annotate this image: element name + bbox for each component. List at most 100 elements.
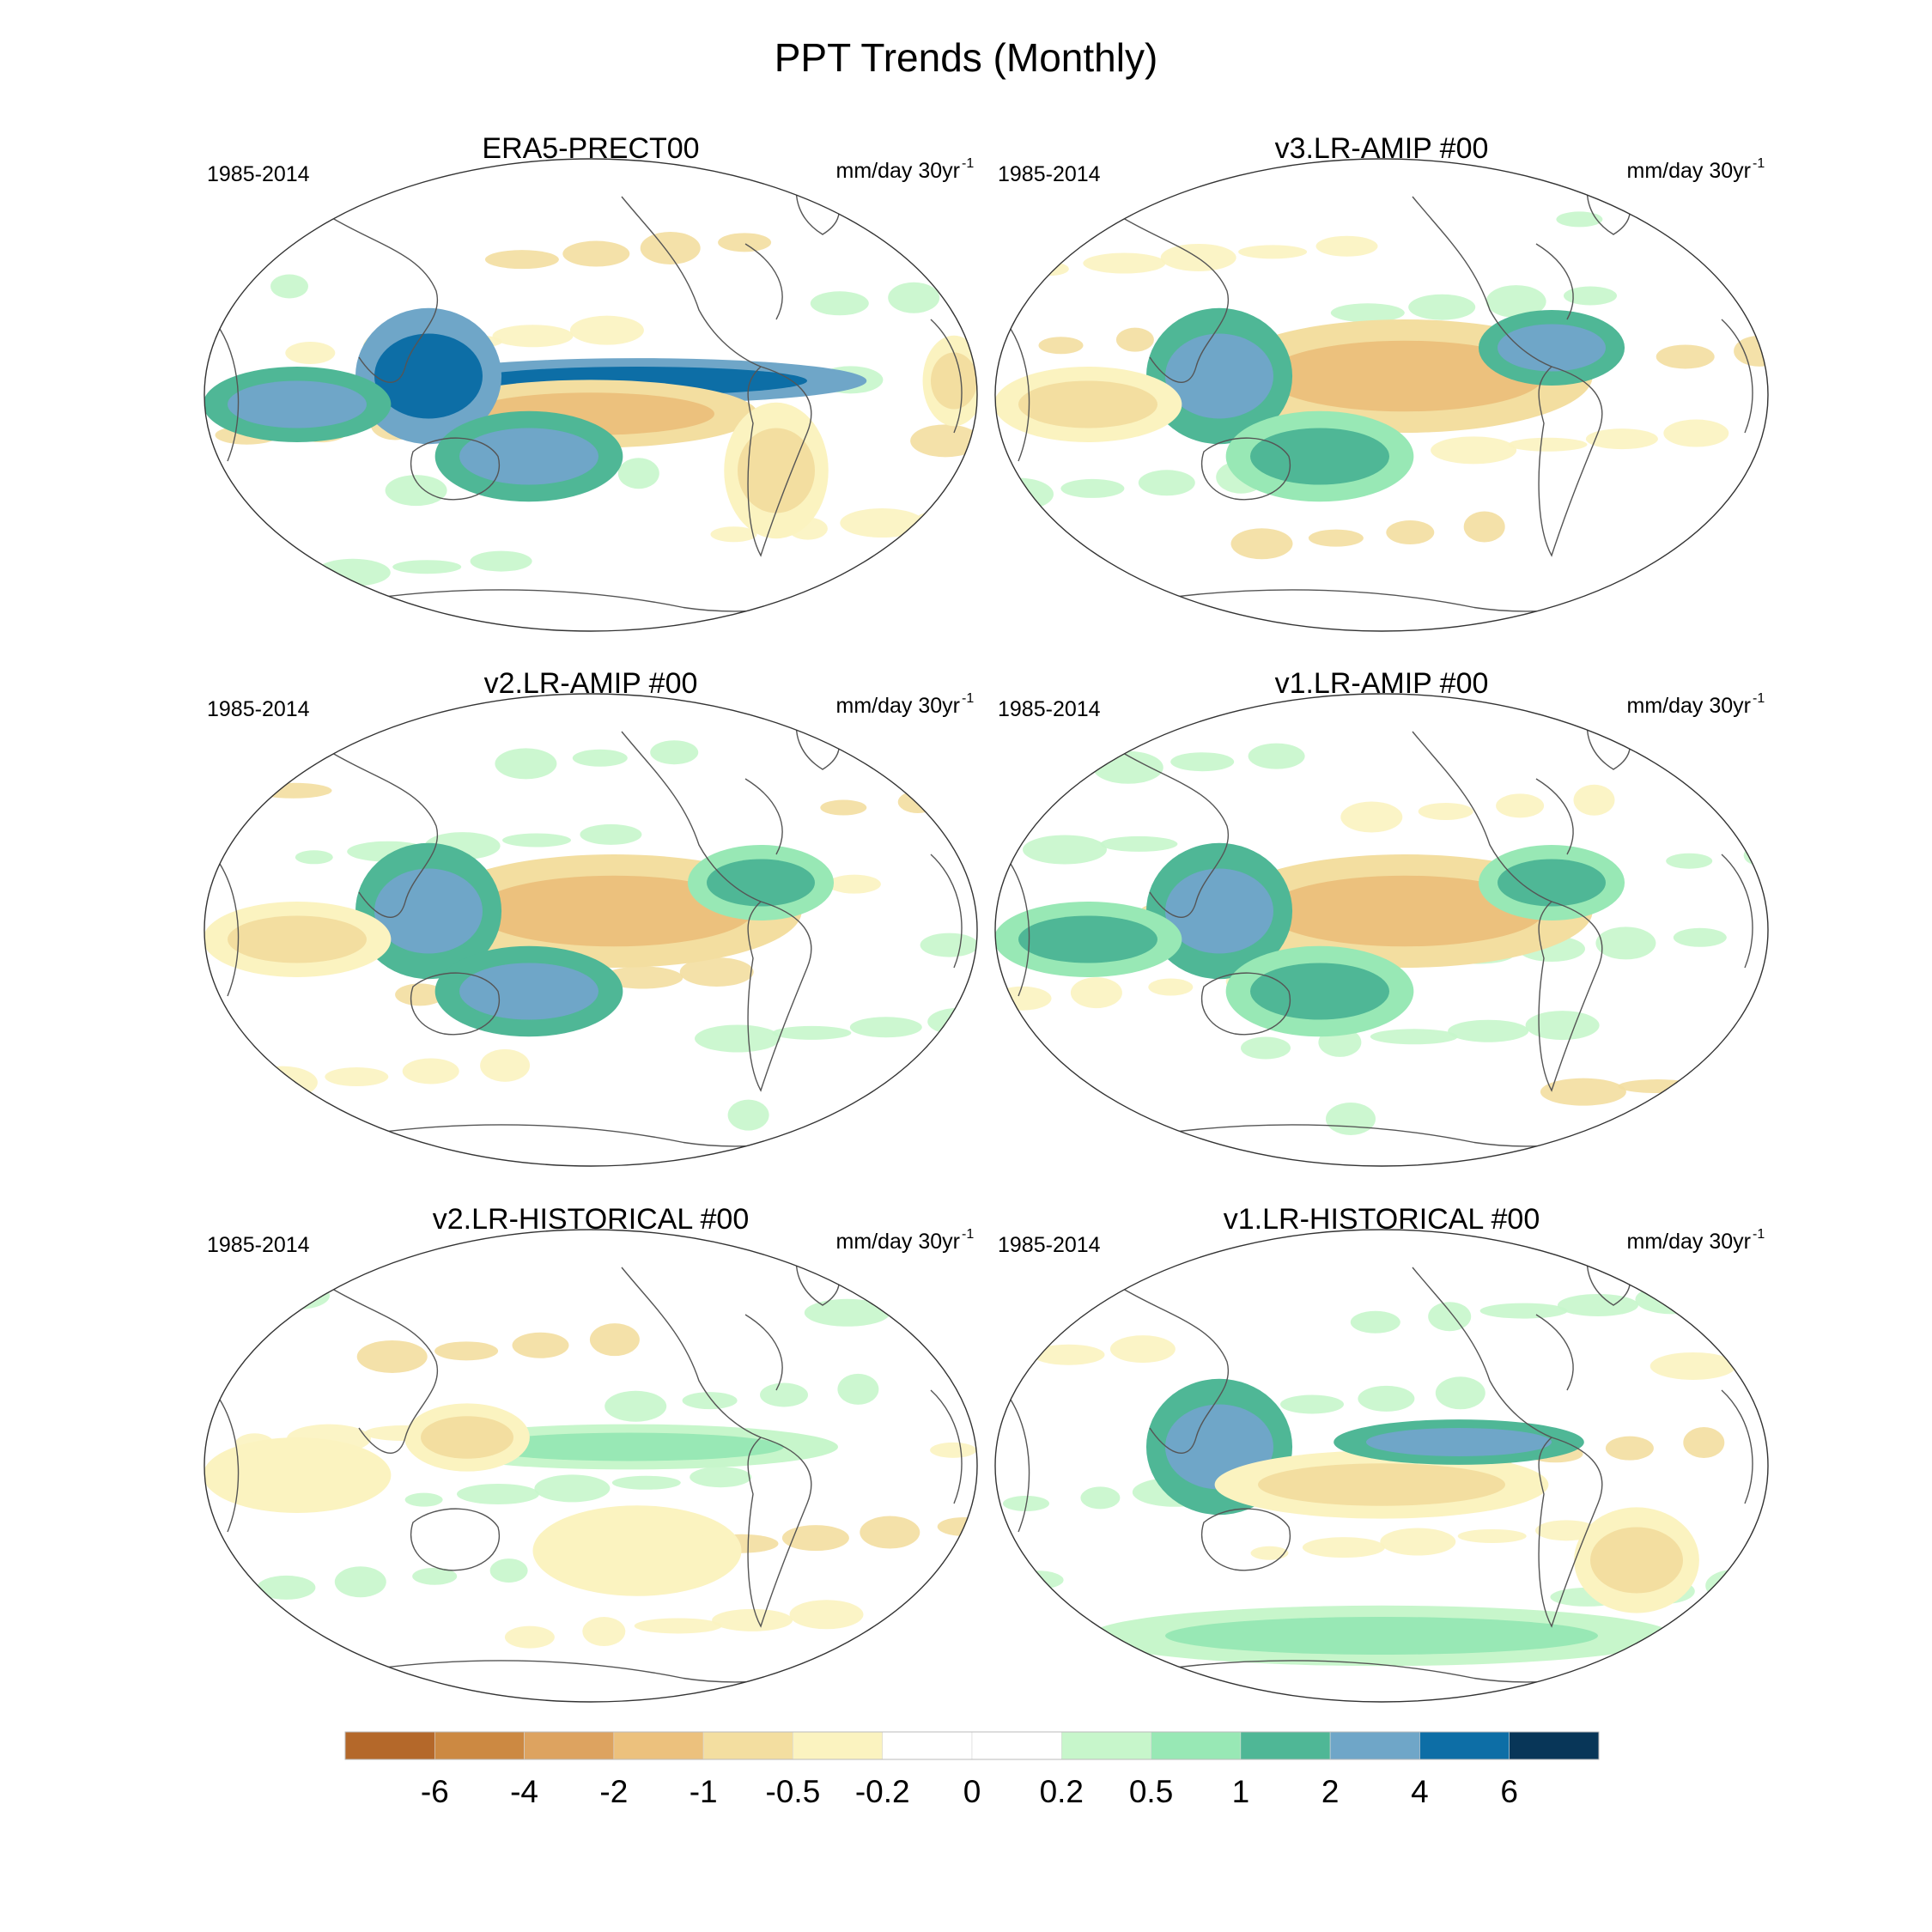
weak-trend-patch <box>772 1025 852 1040</box>
coastline <box>1412 1267 1552 1438</box>
trend-feature <box>421 1416 513 1459</box>
weak-trend-patch <box>484 250 559 270</box>
trend-feature <box>1498 859 1606 907</box>
panel-units: mm/day 30yr <box>1627 1230 1751 1254</box>
precip-field <box>204 694 977 1166</box>
precip-field <box>204 159 977 631</box>
panel-era5: ERA5-PRECT00 1985-2014 mm/day 30yr -1 <box>204 132 978 632</box>
weak-trend-patch <box>1743 844 1768 867</box>
weak-trend-patch <box>1148 978 1194 996</box>
colorbar-tick-label: -4 <box>510 1774 538 1809</box>
trend-feature <box>738 428 815 513</box>
weak-trend-patch <box>1649 1352 1736 1380</box>
weak-trend-patch <box>1070 977 1122 1009</box>
weak-trend-patch <box>572 749 628 767</box>
weak-trend-patch <box>1686 562 1768 592</box>
trend-feature <box>228 1451 367 1499</box>
coastline <box>1200 437 1291 501</box>
coastline <box>1118 750 1230 918</box>
weak-trend-patch <box>1138 470 1195 496</box>
weak-trend-patch <box>682 1392 738 1410</box>
weak-trend-patch <box>1573 784 1615 816</box>
colorbar-tick-label: -0.5 <box>766 1774 821 1809</box>
coastline <box>1538 901 1603 1092</box>
weak-trend-patch <box>356 1340 428 1373</box>
weak-trend-patch <box>1457 1528 1527 1543</box>
coastline <box>1010 854 1753 997</box>
coastline <box>410 1508 501 1571</box>
weak-trend-patch <box>1595 927 1656 960</box>
weak-trend-patch <box>457 1484 539 1504</box>
panel-period: 1985-2014 <box>998 1233 1101 1257</box>
weak-trend-patch <box>710 526 757 543</box>
map-outline <box>994 158 1769 632</box>
weak-trend-patch <box>480 1048 531 1082</box>
panel-v2hist: v2.LR-HISTORICAL #00 1985-2014 mm/day 30yr… <box>204 1203 978 1703</box>
weak-trend-patch <box>910 424 977 458</box>
weak-trend-patch <box>781 1525 849 1552</box>
weak-trend-patch <box>1386 520 1435 545</box>
weak-trend-patch <box>502 833 571 848</box>
colorbar-swatch <box>1240 1731 1331 1760</box>
colorbar-swatch <box>882 1731 973 1760</box>
colorbar-tick-label: 0 <box>963 1774 981 1809</box>
weak-trend-patch <box>434 1341 499 1361</box>
weak-trend-patch <box>1448 1019 1529 1042</box>
weak-trend-patch <box>1418 802 1473 820</box>
trend-feature <box>707 859 815 907</box>
weak-trend-patch <box>1683 1427 1725 1459</box>
weak-trend-patch <box>634 1618 722 1634</box>
coastline <box>219 319 963 462</box>
weak-trend-patch <box>334 1566 386 1598</box>
colorbar-swatch <box>1060 1731 1151 1760</box>
weak-trend-patch <box>1525 1011 1600 1041</box>
weak-trend-patch <box>1358 1385 1415 1412</box>
coastline <box>1010 1389 1753 1533</box>
weak-trend-patch <box>489 1558 528 1583</box>
weak-trend-patch <box>1656 344 1715 369</box>
coastline <box>1118 215 1230 383</box>
weak-trend-patch <box>605 1390 667 1422</box>
colorbar-tick-label: 4 <box>1411 1774 1429 1809</box>
weak-trend-patch <box>512 1332 569 1358</box>
weak-trend-patch <box>1633 570 1674 593</box>
precip-field <box>995 159 1768 631</box>
colorbar-tick-label: -6 <box>421 1774 449 1809</box>
colorbar-swatch <box>1419 1731 1510 1760</box>
weak-trend-patch <box>495 748 557 780</box>
weak-trend-patch <box>1350 1310 1400 1334</box>
weak-trend-patch <box>534 1474 611 1503</box>
weak-trend-patch <box>712 1608 793 1631</box>
weak-trend-patch <box>849 1017 922 1038</box>
coastlines <box>219 1248 963 1683</box>
map-outline <box>204 693 978 1167</box>
coastline <box>1535 243 1574 320</box>
trend-feature <box>1250 963 1389 1020</box>
weak-trend-patch <box>927 1007 977 1036</box>
coastline <box>621 196 762 368</box>
trend-feature <box>374 333 483 419</box>
trend-feature <box>1266 340 1544 412</box>
weak-trend-patch <box>820 799 867 816</box>
panel-period: 1985-2014 <box>207 697 310 721</box>
weak-trend-patch <box>1115 327 1154 352</box>
weak-trend-patch <box>718 233 772 252</box>
panel-period: 1985-2014 <box>207 1233 310 1257</box>
weak-trend-patch <box>1585 428 1658 450</box>
weak-trend-patch <box>1308 529 1364 547</box>
weak-trend-patch <box>246 1066 318 1099</box>
coastline <box>747 901 812 1092</box>
weak-trend-patch <box>1556 211 1603 228</box>
weak-trend-patch <box>1032 1344 1105 1365</box>
coastline <box>1538 1437 1603 1628</box>
panel-units: mm/day 30yr <box>836 694 960 718</box>
weak-trend-patch <box>917 509 977 526</box>
panel-units-superscript: -1 <box>1753 691 1765 706</box>
weak-trend-patch <box>1380 1528 1456 1556</box>
trend-feature <box>1018 380 1157 428</box>
weak-trend-patch <box>1100 835 1178 852</box>
trend-feature <box>1266 875 1544 947</box>
colorbar-swatch <box>434 1731 525 1760</box>
